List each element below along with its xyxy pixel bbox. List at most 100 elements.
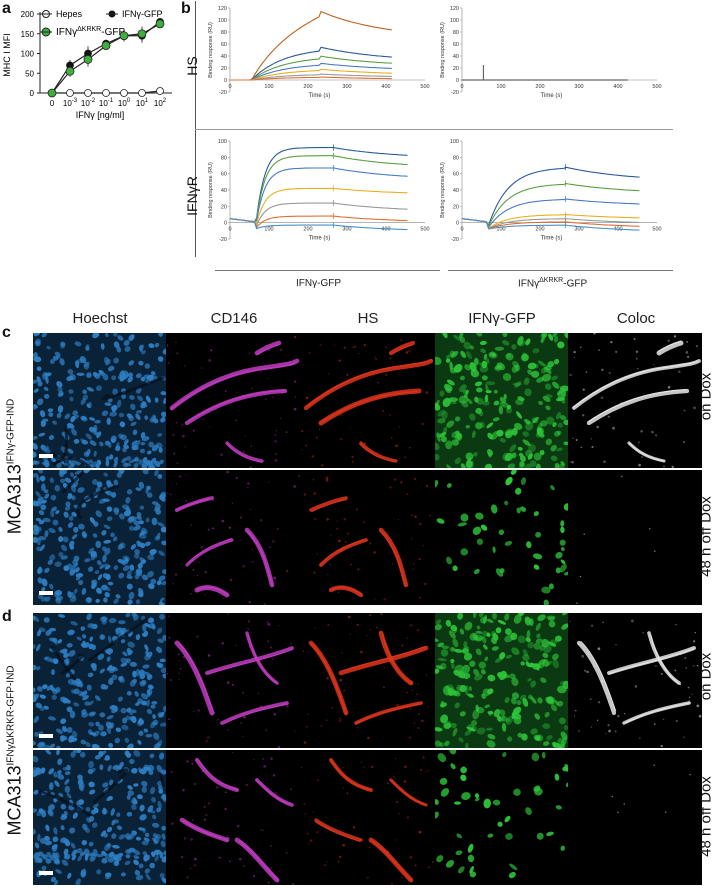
tile-c2-hs: [301, 470, 434, 605]
tile-c1-gfp: [435, 333, 568, 468]
spr-series-line: [230, 55, 392, 81]
a-ytick-label: 150: [21, 30, 35, 39]
spr-xtick: 100: [496, 227, 505, 233]
spr-xtick: 400: [381, 227, 390, 233]
legend-mutant-label: IFNγΔKRKR-GFP: [56, 26, 125, 38]
spr-ytick: 80: [221, 30, 227, 36]
spr-series-line: [230, 46, 392, 81]
spr-series-line: [229, 218, 408, 231]
row-label-c-on-dox: on Dox: [697, 372, 715, 421]
a-point: [155, 19, 165, 29]
spr-series-line: [229, 187, 408, 225]
spr-xtick: 0: [460, 227, 463, 233]
panel-a-letter: a: [2, 0, 11, 17]
a-ytick-label: 50: [25, 69, 34, 78]
tile-d1-hoechst: [33, 613, 166, 748]
a-point: [47, 88, 57, 98]
spr-ytick: 100: [450, 18, 459, 24]
spr-series-line: [230, 76, 392, 81]
spr-ytick: 80: [453, 155, 459, 161]
a-point: [156, 87, 164, 95]
spr-xtick: 100: [264, 84, 273, 90]
tile-d1-coloc: [569, 613, 702, 748]
spr-series-line: [461, 214, 640, 230]
a-xtick-label: 0: [50, 99, 55, 108]
a-xtick-label: 102: [154, 98, 167, 108]
a-point: [83, 55, 93, 64]
spr-ytick: 20: [221, 66, 227, 72]
tile-d2-hoechst: [33, 750, 166, 885]
legend-ifng-gfp-label: IFNγ-GFP: [122, 9, 163, 19]
tile-d1-hs: [301, 613, 434, 748]
a-point: [138, 89, 146, 97]
spr-xtick: 500: [420, 227, 429, 233]
spr-ytick: 60: [221, 42, 227, 48]
micro-row-c-on-dox: [33, 333, 702, 468]
spr-ytick: 0: [456, 221, 459, 227]
spr-series-line: [461, 198, 640, 229]
spr-ylabel: Binding response (RU): [208, 22, 214, 78]
tile-d1-gfp: [435, 613, 568, 748]
spr-xtick: 500: [420, 84, 429, 90]
spr-series-line: [461, 166, 640, 227]
spr-ytick: 60: [453, 172, 459, 178]
spr-ylabel: Binding response (RU): [440, 22, 446, 78]
tile-d2-hs: [301, 750, 434, 885]
spr-series-line: [461, 218, 640, 230]
tile-d2-gfp: [435, 750, 568, 885]
spr-xtick: 200: [535, 227, 544, 233]
spr-row-label-hs: HS: [184, 56, 200, 76]
a-xtick-label: 101: [136, 98, 149, 108]
side-label-d: MCA313IFNγΔKRKR-GFP-IND: [4, 665, 25, 836]
a-point: [65, 66, 75, 76]
spr-ytick: 40: [453, 188, 459, 194]
spr-xtick: 200: [303, 84, 312, 90]
spr-xlabel: Time (s): [309, 236, 331, 242]
spr-ytick: -20: [451, 90, 459, 96]
tile-c2-gfp: [435, 470, 568, 605]
micro-row-d-on-dox: [33, 613, 702, 748]
scale-bar: [39, 871, 53, 875]
tile-c2-hoechst: [33, 470, 166, 605]
tile-c1-coloc: [569, 333, 702, 468]
spr-series-line: [461, 218, 640, 230]
col-head-hs: HS: [357, 310, 379, 327]
legend-hepes-label: Hepes: [56, 9, 83, 19]
tile-c1-cd146: [167, 333, 300, 468]
panel-c-letter: c: [2, 324, 11, 341]
a-point: [120, 89, 128, 97]
spr-col-label-mutant: IFNγΔKRKR-GFP: [518, 277, 588, 290]
col-head-hoechst: Hoechst: [72, 310, 128, 327]
spr-xtick: 300: [342, 84, 351, 90]
spr-col-underline-2: [448, 270, 673, 271]
spr-xtick: 0: [228, 227, 231, 233]
micro-row-c-off-dox: [33, 470, 702, 605]
spr-row-label-ifngr: IFNγR: [184, 176, 200, 216]
spr-xtick: 500: [652, 227, 661, 233]
spr-xtick: 400: [613, 84, 622, 90]
tile-c1-hoechst: [33, 333, 166, 468]
a-point: [137, 29, 147, 39]
panel-d-letter: d: [2, 608, 12, 625]
spr-col-label-ifng-gfp: IFNγ-GFP: [296, 278, 341, 289]
a-ytick-label: 0: [30, 89, 35, 98]
a-point: [119, 31, 129, 41]
spr-xlabel: Time (s): [541, 236, 563, 242]
scale-bar: [39, 734, 53, 738]
panel-a-xlabel: IFNγ [ng/ml]: [76, 110, 125, 120]
tile-d2-coloc: [569, 750, 702, 885]
spr-ytick: 0: [456, 78, 459, 84]
spr-ytick: -20: [451, 237, 459, 243]
spr-ytick: 100: [450, 139, 459, 145]
side-label-c: MCA313IFNγ-GFP-IND: [4, 398, 25, 535]
spr-series-line: [230, 62, 392, 81]
spr-row-divider: [195, 129, 673, 130]
tile-c1-hs: [301, 333, 434, 468]
spr-ytick: 40: [453, 54, 459, 60]
spr-ytick: 20: [221, 204, 227, 210]
spr-xtick: 200: [303, 227, 312, 233]
spr-ytick: 80: [221, 155, 227, 161]
tile-c2-coloc: [569, 470, 702, 605]
